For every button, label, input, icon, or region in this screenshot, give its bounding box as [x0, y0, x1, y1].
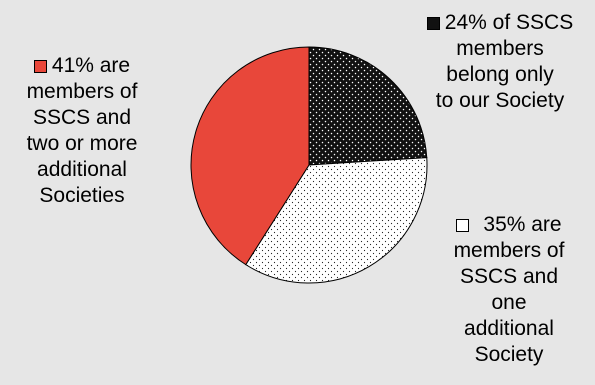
label-text: members of [453, 239, 565, 262]
label-text: Society [474, 343, 544, 366]
pie-slice-sole-membership [308, 46, 428, 166]
label-text: belong only [446, 63, 554, 86]
pie-slices [190, 46, 428, 284]
label-text: members of [26, 80, 138, 103]
label-text: additional [37, 158, 127, 181]
label-text: 35% are [483, 213, 562, 236]
slice-label-sole-membership: 24% of SSCS members belong only to our S… [412, 10, 588, 114]
label-text: one [491, 291, 527, 314]
label-text: 41% are [51, 54, 131, 77]
label-text: Societies [39, 184, 125, 207]
label-text: to our Society [435, 89, 565, 112]
label-text: members [456, 37, 544, 60]
legend-swatch-light [456, 219, 470, 232]
label-text: SSCS and [32, 106, 132, 129]
legend-line: 24% of SSCS [412, 10, 588, 36]
label-text: 24% of SSCS [444, 11, 574, 34]
slice-label-one-additional: 35% are members of SSCS and one addition… [426, 212, 592, 368]
pie-slice-one-additional [245, 157, 428, 284]
legend-swatch-dark [426, 17, 440, 30]
label-text: SSCS and [459, 265, 559, 288]
legend-swatch-red [33, 60, 47, 73]
label-text: additional [464, 317, 554, 340]
legend-line: 41% are [2, 53, 162, 79]
slice-label-two-or-more: 41% are members of SSCS and two or more … [2, 53, 162, 209]
legend-line: 35% are [426, 212, 592, 238]
label-text: two or more [26, 132, 138, 155]
pie-slice-two-or-more [190, 46, 310, 266]
